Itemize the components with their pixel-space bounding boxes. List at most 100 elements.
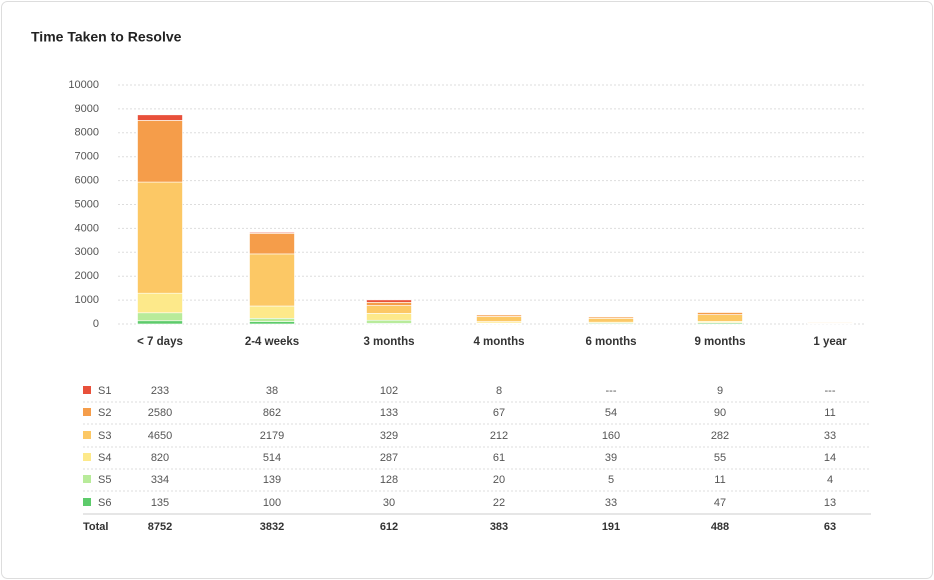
table-cell: --- (825, 385, 836, 397)
x-tick-label: 2-4 weeks (245, 336, 299, 348)
x-tick-label: 3 months (363, 336, 414, 348)
table-cell: 14 (824, 452, 836, 464)
y-tick-label: 9000 (75, 103, 99, 115)
bar-segment (137, 320, 183, 325)
totals-label: Total (83, 521, 108, 533)
y-tick-label: 5000 (75, 198, 99, 210)
legend-label: S5 (98, 474, 111, 486)
total-cell: 612 (380, 521, 398, 533)
bar-segment (249, 253, 295, 307)
y-tick-label: 3000 (75, 246, 99, 258)
table-cell: 820 (151, 452, 169, 464)
bar-segment (137, 120, 183, 183)
table-cell: 61 (493, 452, 505, 464)
legend-swatch (83, 453, 91, 461)
legend-swatch (83, 408, 91, 416)
table-cell: 329 (380, 430, 398, 442)
table-cell: 8 (496, 385, 502, 397)
y-tick-label: 10000 (68, 79, 99, 91)
table-cell: 4650 (148, 430, 172, 442)
x-tick-label: 9 months (694, 336, 745, 348)
y-tick-label: 2000 (75, 270, 99, 282)
total-cell: 191 (602, 521, 620, 533)
legend-label: S3 (98, 430, 111, 442)
bar-segment (137, 181, 183, 294)
bar-segment (476, 316, 522, 322)
table-cell: 287 (380, 452, 398, 464)
table-cell: 334 (151, 474, 169, 486)
bar-segment (249, 317, 295, 322)
bar-segment (137, 114, 183, 121)
total-cell: 488 (711, 521, 729, 533)
table-cell: 4 (827, 474, 833, 486)
table-cell: 90 (714, 407, 726, 419)
table-cell: 67 (493, 407, 505, 419)
table-cell: 135 (151, 497, 169, 509)
table-cell: 33 (605, 497, 617, 509)
bar-segment (249, 321, 295, 325)
total-cell: 63 (824, 521, 836, 533)
table-cell: 282 (711, 430, 729, 442)
bar-segment (588, 316, 634, 319)
x-tick-label: 4 months (473, 336, 524, 348)
bar-segment (249, 305, 295, 319)
bar-segment (366, 299, 412, 303)
table-cell: 30 (383, 497, 395, 509)
table-cell: 2179 (260, 430, 284, 442)
total-cell: 383 (490, 521, 508, 533)
y-tick-label: 7000 (75, 151, 99, 163)
legend-label: S4 (98, 452, 111, 464)
bar-segment (697, 314, 743, 322)
bar-segment (697, 312, 743, 315)
table-cell: 9 (717, 385, 723, 397)
table-cell: 2580 (148, 407, 172, 419)
legend-label: S1 (98, 385, 111, 397)
y-tick-label: 0 (93, 318, 99, 330)
chart-title: Time Taken to Resolve (31, 29, 182, 45)
table-cell: 47 (714, 497, 726, 509)
bar-segment (366, 305, 412, 314)
table-cell: 514 (263, 452, 281, 464)
legend-label: S2 (98, 407, 111, 419)
table-cell: 139 (263, 474, 281, 486)
x-tick-label: 1 year (813, 336, 847, 348)
table-cell: 54 (605, 407, 617, 419)
table-cell: 233 (151, 385, 169, 397)
table-cell: 39 (605, 452, 617, 464)
y-tick-label: 8000 (75, 127, 99, 139)
bar-segment (366, 313, 412, 321)
table-cell: --- (606, 385, 617, 397)
table-cell: 160 (602, 430, 620, 442)
y-tick-label: 6000 (75, 175, 99, 187)
table-cell: 20 (493, 474, 505, 486)
table-cell: 11 (714, 474, 725, 486)
table-cell: 55 (714, 452, 726, 464)
legend-swatch (83, 386, 91, 394)
bar-segment (366, 302, 412, 306)
bar-segment (249, 232, 295, 234)
table-cell: 11 (824, 407, 835, 419)
table-cell: 862 (263, 407, 281, 419)
table-cell: 13 (824, 497, 836, 509)
legend-swatch (83, 475, 91, 483)
y-tick-label: 4000 (75, 222, 99, 234)
bar-segment (588, 318, 634, 323)
legend-swatch (83, 498, 91, 506)
bar-segment (137, 292, 183, 314)
x-tick-label: 6 months (585, 336, 636, 348)
table-cell: 133 (380, 407, 398, 419)
y-tick-label: 1000 (75, 294, 99, 306)
total-cell: 8752 (148, 521, 172, 533)
table-cell: 128 (380, 474, 398, 486)
bar-segment (249, 233, 295, 255)
legend-label: S6 (98, 497, 111, 509)
table-cell: 100 (263, 497, 281, 509)
table-cell: 33 (824, 430, 836, 442)
x-tick-label: < 7 days (137, 336, 183, 348)
legend-swatch (83, 431, 91, 439)
table-cell: 5 (608, 474, 614, 486)
table-cell: 212 (490, 430, 508, 442)
table-cell: 102 (380, 385, 398, 397)
